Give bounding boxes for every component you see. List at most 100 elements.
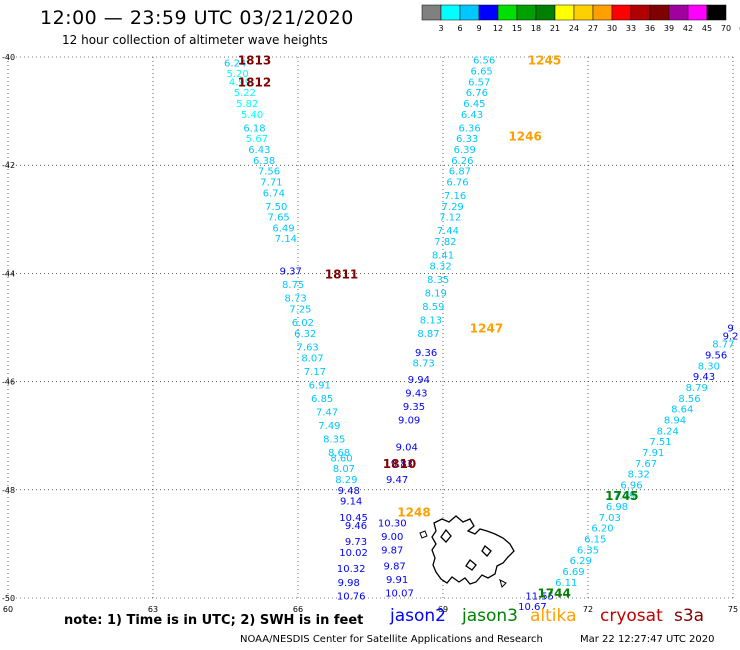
- pass-time-label: 1248: [397, 505, 430, 519]
- legend-label: 15: [512, 24, 522, 33]
- legend-label: (ft): [739, 24, 740, 33]
- legend-swatch: [478, 4, 499, 21]
- pass-time-label: 1811: [325, 267, 358, 281]
- pass-time-label: 1745: [605, 489, 638, 503]
- swh-value: 8.07: [301, 353, 323, 364]
- lat-tick-label: -48: [2, 486, 15, 495]
- swh-value: 9.14: [340, 497, 362, 508]
- swh-value: 9.36: [415, 348, 437, 359]
- lon-tick-label: 75: [728, 605, 738, 614]
- legend-swatch: [592, 4, 613, 21]
- legend-label: 45: [702, 24, 712, 33]
- pass-time-label: 1744: [537, 587, 570, 601]
- legend-swatch: [630, 4, 651, 21]
- footer-note: note: 1) Time is in UTC; 2) SWH is in fe…: [64, 613, 364, 628]
- swh-value: 6.26: [451, 156, 473, 167]
- swh-value: 6.85: [311, 394, 333, 405]
- swh-value: 7.47: [316, 407, 338, 418]
- pass-time-labels: 1813 1812 1811 1810 1245 1246 1247 1248 1745 1744: [238, 54, 639, 601]
- swh-value: 6.15: [584, 534, 606, 545]
- swh-value: 8.60: [330, 453, 352, 464]
- legend-label: 21: [550, 24, 560, 33]
- swh-value: 9.98: [338, 578, 360, 589]
- credit-text: NOAA/NESDIS Center for Satellite Applica…: [240, 634, 543, 645]
- swh-value: 8.75: [282, 280, 304, 291]
- sat-jason3: jason3: [462, 606, 518, 626]
- swh-value: 9.87: [381, 545, 403, 556]
- swh-value: 8.79: [686, 383, 708, 394]
- legend-swatch: [440, 4, 461, 21]
- swh-value: 8.35: [427, 275, 449, 286]
- swh-value: 6.87: [449, 167, 471, 178]
- swh-value: 6.18: [243, 123, 265, 134]
- legend-label: 33: [626, 24, 636, 33]
- swh-value: 8.13: [420, 315, 442, 326]
- swh-value: 9.00: [381, 532, 403, 543]
- swh-value: 8.73: [284, 294, 306, 305]
- legend-swatch: [554, 4, 575, 21]
- swh-value: 6.98: [606, 502, 628, 513]
- swh-value: 8.59: [422, 302, 444, 313]
- swh-value: 6.76: [446, 177, 468, 188]
- swh-value: 9.87: [384, 562, 406, 573]
- pass-time-label: 1810: [383, 457, 416, 471]
- swh-value: 7.50: [265, 202, 287, 213]
- swh-value: 10.76: [337, 591, 366, 602]
- swh-value: 7.29: [442, 202, 464, 213]
- swh-value: 9.09: [398, 415, 420, 426]
- legend-label: 9: [476, 24, 481, 33]
- legend-swatch: [611, 4, 632, 21]
- swh-value: 6.57: [468, 77, 490, 88]
- swh-value: 7.16: [444, 191, 466, 202]
- swh-value: 6.45: [463, 99, 485, 110]
- swh-value: 8.41: [432, 250, 454, 261]
- swh-value: 5.22: [234, 88, 256, 99]
- swh-value: 6.24: [224, 58, 246, 69]
- swh-value: 6.91: [309, 380, 331, 391]
- legend-label: 6: [457, 24, 462, 33]
- swh-value: 7.44: [437, 226, 459, 237]
- swh-value: 10.30: [378, 518, 407, 529]
- legend-label: 39: [664, 24, 674, 33]
- legend-swatch: [668, 4, 689, 21]
- pass-time-label: 1246: [508, 129, 541, 143]
- swh-value: 9.56: [705, 351, 727, 362]
- legend-swatch: [421, 4, 442, 21]
- lat-tick-label: -42: [2, 161, 15, 170]
- swh-value: 8.56: [678, 394, 700, 405]
- swh-value: 7.03: [599, 513, 621, 524]
- swh-value: 8.73: [413, 359, 435, 370]
- legend-label: 24: [569, 24, 579, 33]
- page-title: 12:00 — 23:59 UTC 03/21/2020: [40, 7, 354, 29]
- lon-tick-label: 63: [148, 605, 158, 614]
- swh-value: 6.43: [461, 110, 483, 121]
- swh-value: 8.32: [628, 470, 650, 481]
- swh-value: 6.69: [562, 567, 584, 578]
- swh-value: 9.94: [408, 375, 430, 386]
- swh-value: 9.91: [386, 575, 408, 586]
- legend-swatch: [649, 4, 670, 21]
- page-subtitle: 12 hour collection of altimeter wave hei…: [62, 33, 328, 47]
- swh-value: 8.07: [333, 464, 355, 475]
- legend-swatch: [573, 4, 594, 21]
- swh-value: 6.38: [253, 156, 275, 167]
- lat-tick-label: -40: [2, 53, 15, 62]
- swh-value: 8.94: [664, 415, 686, 426]
- swh-value: 6.76: [466, 88, 488, 99]
- swh-value: 10.45: [339, 513, 368, 524]
- sat-jason2: jason2: [390, 606, 446, 626]
- sat-s3a: s3a: [674, 606, 705, 626]
- legend-swatch: [516, 4, 537, 21]
- legend-label: 12: [493, 24, 503, 33]
- pass-time-label: 1245: [528, 54, 561, 68]
- swh-value: 6.33: [456, 134, 478, 145]
- swh-value: 7.65: [268, 213, 290, 224]
- swh-value: 6.74: [263, 188, 285, 199]
- sat-altika: altika: [530, 606, 577, 626]
- swh-value: 5.40: [241, 110, 263, 121]
- swh-value: 9.48: [338, 486, 360, 497]
- lat-tick-label: -44: [2, 269, 15, 278]
- timestamp: Mar 22 12:27:47 UTC 2020: [580, 634, 715, 645]
- swh-value: 9: [727, 324, 733, 335]
